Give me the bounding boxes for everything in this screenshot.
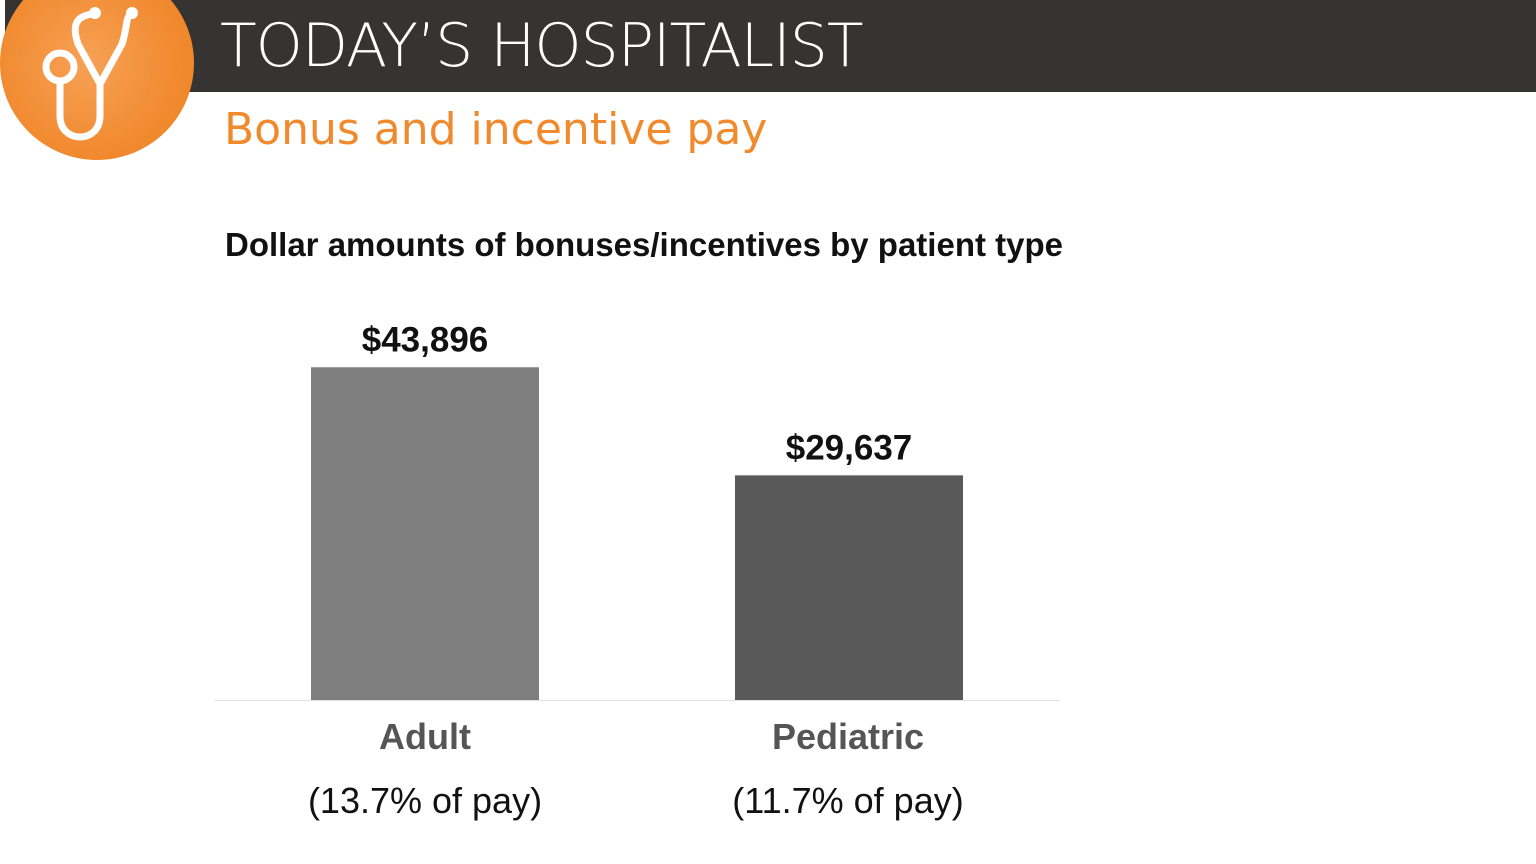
page-subtitle: Bonus and incentive pay (224, 104, 768, 155)
category-label-adult: Adult (379, 716, 471, 757)
data-label-pediatric: $29,637 (786, 428, 913, 467)
category-label-pediatric: Pediatric (771, 716, 925, 757)
category-sublabel-pediatric: (11.7% of pay) (732, 780, 964, 821)
header-bar (5, 0, 1536, 92)
category-sublabel-adult: (13.7% of pay) (307, 780, 543, 821)
bar-adult (311, 367, 539, 700)
stethoscope-icon (0, 0, 194, 160)
brand-title: TODAY’S HOSPITALIST (220, 11, 863, 81)
bar-pediatric (735, 475, 963, 700)
data-label-adult: $43,896 (362, 320, 489, 359)
chart-title: Dollar amounts of bonuses/incentives by … (225, 226, 1063, 263)
